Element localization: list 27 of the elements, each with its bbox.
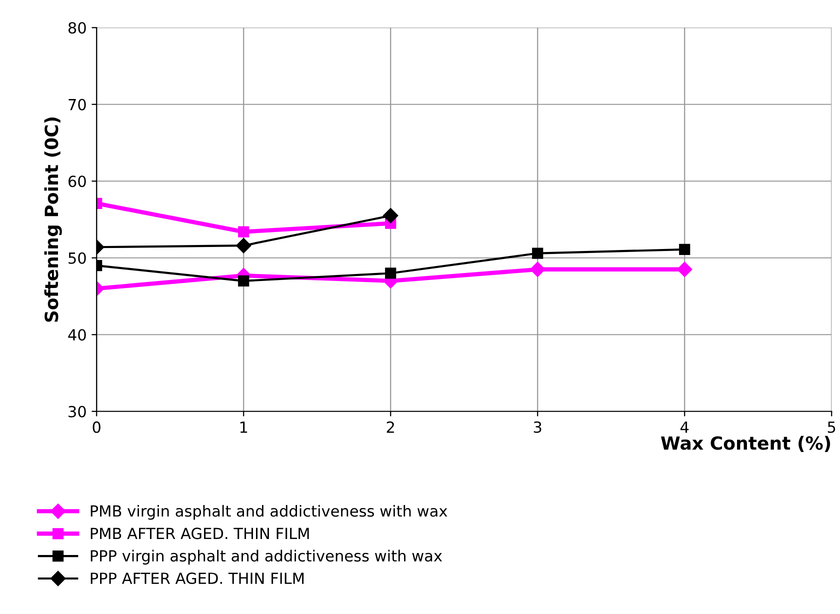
y-axis-title: Softening Point (0C) [44, 117, 62, 322]
y-tick-label: 50 [68, 252, 86, 264]
legend-label: PPP virgin asphalt and addictiveness with wax [90, 550, 442, 565]
point [385, 268, 396, 279]
y-tick-label: 60 [68, 176, 86, 188]
y-tick-label: 40 [68, 329, 86, 341]
x-tick-label: 3 [534, 421, 542, 433]
legend-label: PMB AFTER AGED. THIN FILM [90, 528, 309, 540]
point [530, 262, 546, 277]
x-tick-label: 5 [828, 422, 836, 433]
point [677, 262, 692, 277]
legend-label: PMB virgin asphalt and addictiveness with wax [90, 504, 448, 520]
point [383, 208, 398, 224]
y-tick-label: 70 [68, 98, 86, 110]
y-tick-label: 80 [68, 22, 86, 34]
x-tick-label: 0 [92, 421, 100, 433]
x-tick-label: 2 [386, 421, 394, 433]
point [236, 238, 252, 254]
point [532, 248, 544, 259]
x-tick-label: 4 [680, 422, 689, 433]
point [679, 244, 690, 255]
point [238, 275, 250, 286]
point [238, 226, 250, 238]
legend-label: PPP AFTER AGED. THIN FILM [90, 572, 304, 584]
x-axis-title: Wax Content (%) [661, 436, 830, 452]
x-tick-label: 1 [240, 422, 248, 433]
y-tick-label: 30 [68, 406, 86, 418]
